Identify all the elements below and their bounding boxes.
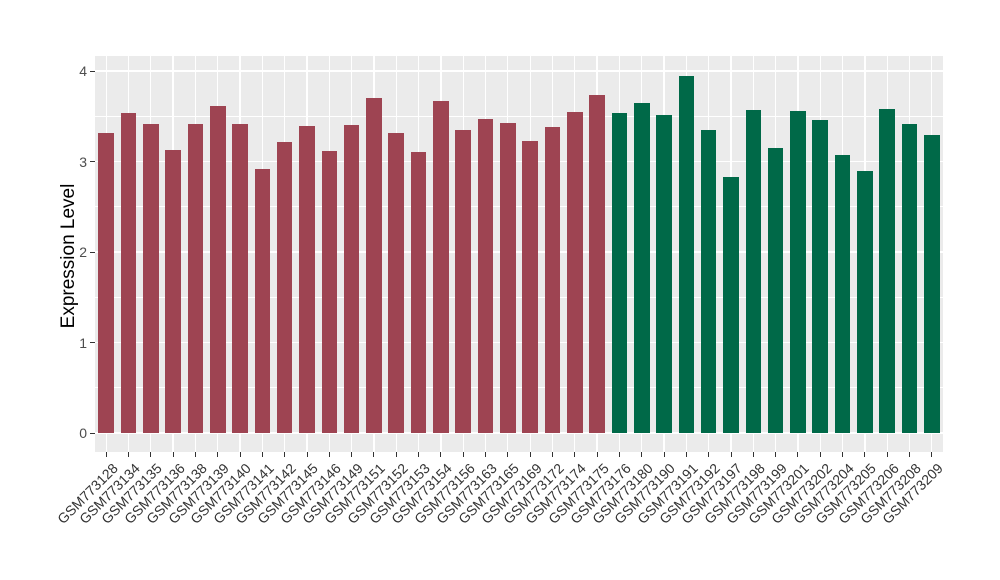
bar: [477, 118, 494, 433]
bar: [834, 155, 851, 433]
bar: [455, 129, 471, 433]
major-gridline: [95, 432, 943, 434]
x-tick-mark: [507, 452, 509, 457]
bar: [767, 147, 784, 433]
bar: [321, 150, 338, 433]
y-tick-label: 4: [79, 63, 87, 79]
x-tick-mark: [708, 452, 710, 457]
x-tick-mark: [172, 452, 174, 457]
x-tick-mark: [864, 452, 866, 457]
major-gridline: [95, 251, 943, 253]
x-tick-mark: [819, 452, 821, 457]
bar: [366, 98, 382, 433]
bar: [165, 149, 181, 433]
minor-gridline: [95, 115, 943, 117]
x-tick-mark: [663, 452, 665, 457]
bar: [187, 124, 204, 433]
bar: [500, 122, 516, 433]
y-tick-label: 1: [79, 334, 87, 351]
minor-gridline: [95, 296, 943, 298]
y-tick-label: 3: [79, 153, 87, 170]
x-tick-mark: [351, 452, 353, 457]
x-tick-mark: [328, 452, 330, 457]
bar: [276, 141, 293, 433]
x-tick-mark: [306, 452, 308, 457]
major-gridline: [95, 160, 943, 163]
x-tick-mark: [909, 452, 911, 457]
x-tick-mark: [551, 452, 553, 457]
bar: [544, 127, 561, 433]
bar: [633, 102, 650, 433]
x-tick-mark: [730, 452, 732, 457]
bar: [254, 168, 271, 433]
bar: [209, 106, 226, 433]
x-tick-mark: [775, 452, 777, 457]
bar: [700, 129, 717, 433]
x-tick-mark: [373, 452, 375, 457]
y-tick-mark: [90, 70, 95, 72]
x-tick-mark: [395, 452, 397, 457]
bar: [857, 170, 873, 433]
x-tick-mark: [886, 452, 888, 457]
plot-panel: [95, 56, 943, 452]
y-tick-mark: [90, 432, 95, 434]
x-tick-mark: [462, 452, 464, 457]
x-tick-mark: [485, 452, 487, 457]
bar: [589, 95, 605, 433]
x-tick-mark: [752, 452, 754, 457]
x-tick-mark: [440, 452, 442, 457]
bar: [924, 135, 940, 433]
bar: [611, 112, 628, 433]
x-tick-mark: [284, 452, 286, 457]
x-tick-mark: [261, 452, 263, 457]
x-tick-mark: [217, 452, 219, 457]
x-tick-mark: [239, 452, 241, 457]
bar: [98, 132, 114, 433]
bar: [142, 123, 159, 433]
x-tick-mark: [618, 452, 620, 457]
bar: [879, 109, 895, 433]
x-tick-mark: [574, 452, 576, 457]
bar: [790, 110, 806, 433]
y-tick-mark: [90, 251, 95, 253]
bar: [678, 75, 695, 433]
y-tick-mark: [90, 161, 95, 162]
y-tick-label: 0: [79, 425, 87, 441]
x-tick-mark: [931, 452, 933, 457]
bar: [433, 100, 449, 433]
bar: [410, 151, 427, 433]
x-tick-mark: [150, 452, 152, 457]
x-tick-mark: [842, 452, 844, 457]
bar: [723, 176, 739, 433]
x-tick-mark: [105, 452, 107, 457]
x-tick-mark: [641, 452, 643, 457]
bar: [388, 133, 405, 433]
x-tick-mark: [685, 452, 687, 457]
bar: [232, 123, 248, 433]
y-tick-label: 2: [79, 244, 87, 260]
bar: [901, 123, 918, 433]
major-gridline: [95, 341, 943, 344]
minor-gridline: [95, 387, 943, 389]
bar: [343, 125, 360, 433]
x-tick-mark: [529, 452, 531, 457]
x-tick-mark: [127, 452, 129, 457]
x-tick-mark: [797, 452, 799, 457]
bar: [299, 126, 315, 433]
bar: [120, 112, 137, 433]
bar: [522, 140, 538, 433]
major-gridline: [95, 70, 943, 72]
y-tick-mark: [90, 342, 95, 343]
x-tick-mark: [418, 452, 420, 457]
x-tick-mark: [596, 452, 598, 457]
bar: [812, 119, 829, 433]
bar: [566, 111, 583, 433]
x-tick-mark: [194, 452, 196, 457]
bar: [656, 115, 672, 433]
bar: [745, 109, 762, 433]
minor-gridline: [95, 206, 943, 208]
